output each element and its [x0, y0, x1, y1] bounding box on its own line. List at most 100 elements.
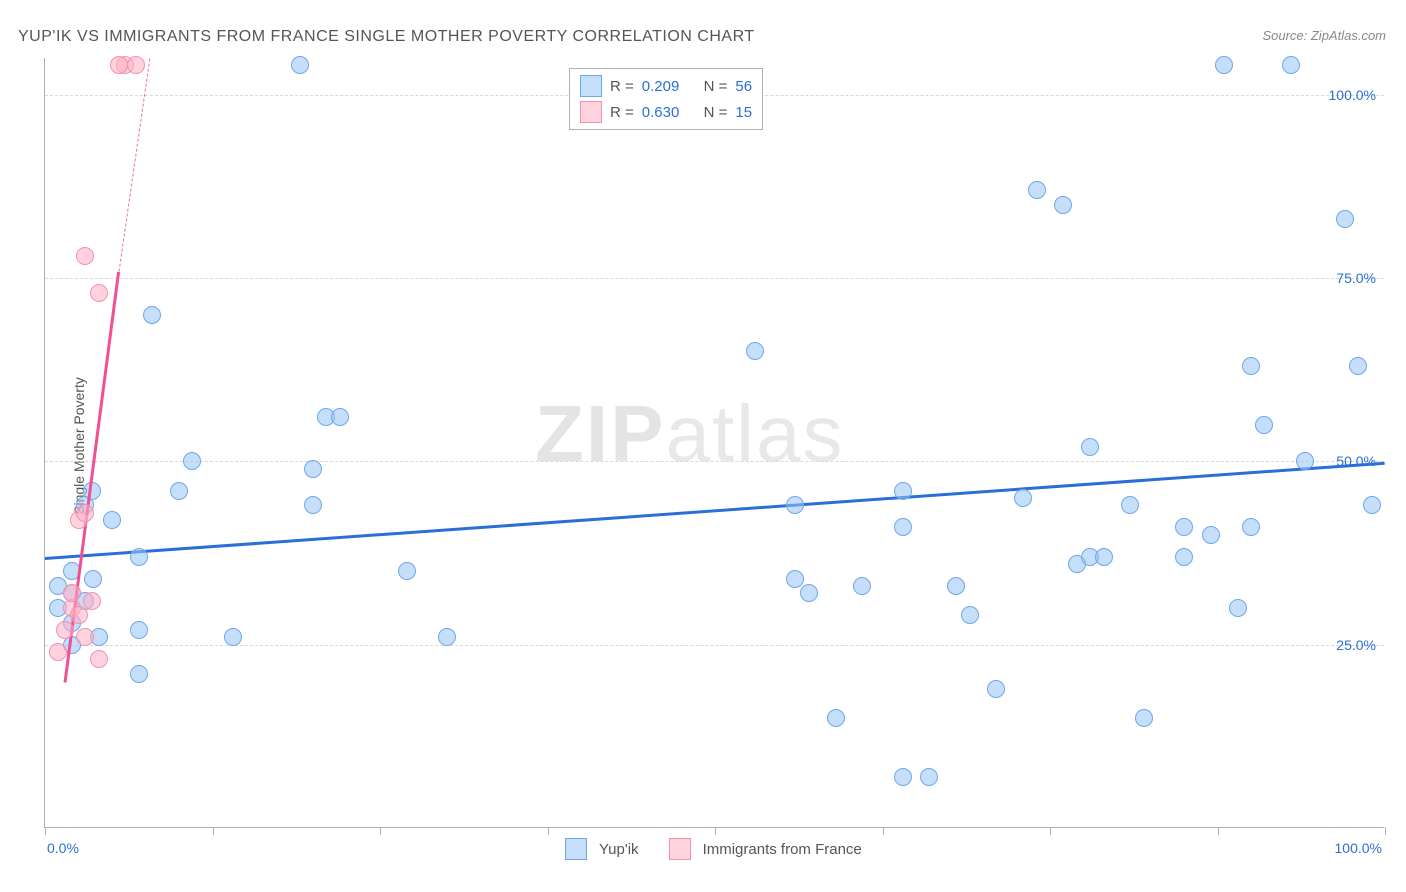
x-tick	[1218, 827, 1219, 835]
data-point	[1242, 357, 1260, 375]
data-point	[800, 584, 818, 602]
stats-value-r: 0.209	[642, 78, 680, 95]
x-tick	[1385, 827, 1386, 835]
bottom-legend: Yup'ik Immigrants from France	[565, 838, 880, 860]
legend-label: Yup'ik	[599, 841, 639, 858]
data-point	[1282, 56, 1300, 74]
data-point	[76, 628, 94, 646]
data-point	[130, 665, 148, 683]
data-point	[894, 768, 912, 786]
data-point	[1054, 196, 1072, 214]
data-point	[853, 577, 871, 595]
data-point	[110, 56, 128, 74]
data-point	[1215, 56, 1233, 74]
x-tick	[715, 827, 716, 835]
data-point	[304, 496, 322, 514]
trendline	[118, 58, 150, 271]
data-point	[130, 548, 148, 566]
data-point	[961, 606, 979, 624]
stats-label-r: R =	[610, 78, 634, 95]
data-point	[90, 650, 108, 668]
stats-value-n: 56	[735, 78, 752, 95]
data-point	[1121, 496, 1139, 514]
stats-label-n: N =	[704, 104, 728, 121]
x-tick	[45, 827, 46, 835]
stats-label-n: N =	[704, 78, 728, 95]
data-point	[987, 680, 1005, 698]
x-tick	[1050, 827, 1051, 835]
data-point	[103, 511, 121, 529]
data-point	[130, 621, 148, 639]
data-point	[1135, 709, 1153, 727]
data-point	[170, 482, 188, 500]
x-tick	[548, 827, 549, 835]
data-point	[56, 621, 74, 639]
watermark: ZIPatlas	[535, 388, 844, 480]
legend-swatch	[580, 101, 602, 123]
stats-row: R = 0.630 N = 15	[580, 99, 752, 125]
data-point	[1028, 181, 1046, 199]
source-label: Source: ZipAtlas.com	[1262, 28, 1386, 43]
stats-value-n: 15	[735, 104, 752, 121]
watermark-atlas: atlas	[665, 389, 844, 478]
data-point	[1175, 518, 1193, 536]
data-point	[291, 56, 309, 74]
data-point	[1095, 548, 1113, 566]
data-point	[143, 306, 161, 324]
data-point	[331, 408, 349, 426]
scatter-plot-area: ZIPatlas 25.0%50.0%75.0%100.0%0.0%100.0%…	[44, 58, 1384, 828]
data-point	[438, 628, 456, 646]
data-point	[76, 504, 94, 522]
data-point	[398, 562, 416, 580]
data-point	[1175, 548, 1193, 566]
data-point	[127, 56, 145, 74]
data-point	[76, 247, 94, 265]
data-point	[920, 768, 938, 786]
data-point	[70, 606, 88, 624]
x-tick-label: 0.0%	[47, 840, 79, 856]
data-point	[827, 709, 845, 727]
x-tick	[883, 827, 884, 835]
x-tick	[380, 827, 381, 835]
data-point	[894, 518, 912, 536]
y-tick-label: 100.0%	[1329, 87, 1376, 103]
data-point	[83, 592, 101, 610]
data-point	[947, 577, 965, 595]
data-point	[1202, 526, 1220, 544]
data-point	[746, 342, 764, 360]
legend-swatch	[565, 838, 587, 860]
data-point	[49, 643, 67, 661]
data-point	[183, 452, 201, 470]
trendline	[45, 461, 1385, 559]
data-point	[224, 628, 242, 646]
watermark-zip: ZIP	[535, 389, 665, 478]
y-tick-label: 25.0%	[1336, 637, 1376, 653]
data-point	[1229, 599, 1247, 617]
data-point	[894, 482, 912, 500]
data-point	[1296, 452, 1314, 470]
gridline	[45, 461, 1384, 462]
data-point	[63, 584, 81, 602]
stats-label-r: R =	[610, 104, 634, 121]
gridline	[45, 278, 1384, 279]
legend-swatch	[580, 75, 602, 97]
data-point	[786, 570, 804, 588]
data-point	[1336, 210, 1354, 228]
x-tick	[213, 827, 214, 835]
stats-row: R = 0.209 N = 56	[580, 73, 752, 99]
data-point	[304, 460, 322, 478]
legend-label: Immigrants from France	[703, 841, 862, 858]
data-point	[1349, 357, 1367, 375]
stats-value-r: 0.630	[642, 104, 680, 121]
data-point	[786, 496, 804, 514]
data-point	[84, 570, 102, 588]
legend-swatch	[669, 838, 691, 860]
data-point	[90, 284, 108, 302]
y-tick-label: 75.0%	[1336, 270, 1376, 286]
gridline	[45, 645, 1384, 646]
data-point	[1255, 416, 1273, 434]
data-point	[1242, 518, 1260, 536]
data-point	[1081, 438, 1099, 456]
data-point	[1363, 496, 1381, 514]
stats-legend-box: R = 0.209 N = 56 R = 0.630 N = 15	[569, 68, 763, 130]
